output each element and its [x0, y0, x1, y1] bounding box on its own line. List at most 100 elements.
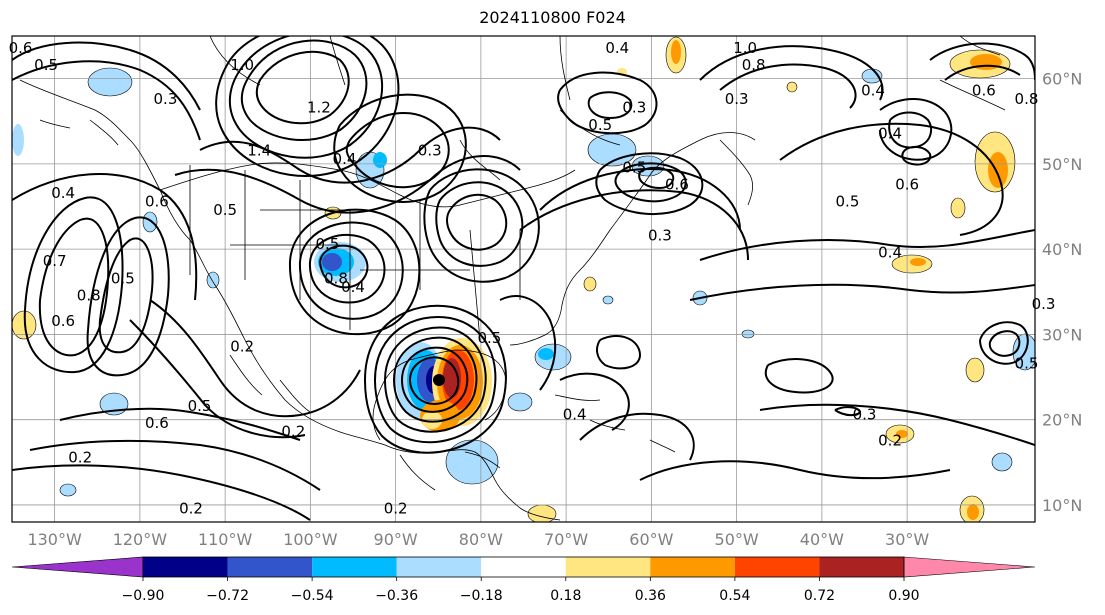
contour-label: 0.3 — [648, 227, 672, 245]
longitude-tick-labels: 130°W 120°W 110°W 100°W 90°W 80°W 70°W 60°W 50°W… — [27, 530, 929, 549]
colorbar-tick-label: 0.18 — [550, 588, 581, 604]
colorbar-segment — [143, 557, 228, 577]
contour-label: 0.5 — [477, 329, 501, 347]
contour-label: 0.2 — [384, 499, 408, 517]
longitude-tick-label: 110°W — [198, 530, 253, 549]
contour-label: 0.8 — [742, 56, 766, 74]
colorbar-segment — [396, 557, 482, 577]
longitude-tick-label: 30°W — [885, 530, 929, 549]
contour-label: 0.4 — [861, 82, 885, 100]
contour-label: 0.3 — [154, 90, 178, 108]
contour-label: 0.5 — [188, 397, 212, 415]
contour-label: 0.5 — [622, 158, 646, 176]
contour-label: 0.8 — [324, 269, 348, 287]
longitude-tick-label: 130°W — [27, 530, 82, 549]
colorbar-segment — [312, 557, 397, 577]
contour-label: 0.4 — [605, 39, 629, 57]
contour-label: 0.5 — [588, 116, 612, 134]
contour-label: 0.5 — [315, 235, 339, 253]
longitude-tick-label: 80°W — [459, 530, 503, 549]
coastlines — [19, 36, 1006, 521]
longitude-tick-label: 120°W — [113, 530, 168, 549]
contour-label: 0.5 — [111, 269, 135, 287]
colorbar-tick-label: 0.36 — [635, 588, 666, 604]
contour-label: 0.6 — [51, 312, 75, 330]
contour-label: 0.6 — [895, 175, 919, 193]
contour-label: 0.3 — [853, 406, 877, 424]
contour-label: 0.3 — [418, 141, 442, 159]
colorbar-segment — [734, 557, 820, 577]
longitude-tick-label: 50°W — [715, 530, 759, 549]
colorbar-tick-label: 0.90 — [888, 588, 919, 604]
contour-label: 0.5 — [1015, 355, 1039, 373]
contour-label: 0.4 — [878, 244, 902, 262]
colorbar-tick-label: −0.36 — [375, 588, 418, 604]
colorbar-tick-label: −0.54 — [291, 588, 334, 604]
colorbar-max-extension — [903, 556, 1036, 578]
latitude-tick-label: 50°N — [1042, 155, 1082, 174]
colorbar-tick-labels: −0.90 −0.72 −0.54 −0.36 −0.18 0.18 0.36 0.54 0.7… — [122, 577, 920, 604]
colorbar — [11, 556, 1036, 578]
longitude-tick-label: 100°W — [283, 530, 338, 549]
contour-label: 0.7 — [43, 252, 67, 270]
colorbar-outline — [142, 556, 905, 578]
contour-label: 0.3 — [622, 99, 646, 117]
gridlines — [12, 36, 1035, 522]
contour-label: 0.8 — [77, 286, 101, 304]
contour-label: 0.4 — [563, 406, 587, 424]
contour-label: 0.6 — [972, 82, 996, 100]
map-frame — [11, 35, 1036, 523]
latitude-tick-label: 40°N — [1042, 240, 1082, 259]
longitude-tick-label: 40°W — [800, 530, 844, 549]
latitude-tick-labels: 60°N 50°N 40°N 30°N 20°N 10°N — [1042, 70, 1082, 515]
longitude-tick-label: 60°W — [629, 530, 673, 549]
colorbar-segment — [227, 557, 313, 577]
map-title: 2024110800 F024 — [479, 8, 626, 27]
contour-label: 0.6 — [145, 414, 169, 432]
contour-label: 0.2 — [68, 448, 92, 466]
contour-label: 1.0 — [230, 56, 254, 74]
contour-label: 0.4 — [51, 184, 75, 202]
contour-label: 0.4 — [333, 150, 357, 168]
contour-label: 1.4 — [247, 141, 271, 159]
latitude-tick-label: 60°N — [1042, 70, 1082, 89]
colorbar-segment — [819, 557, 904, 577]
colorbar-tick-label: 0.54 — [719, 588, 750, 604]
contour-label: 0.4 — [341, 278, 365, 296]
colorbar-segment — [565, 557, 651, 577]
central-us-shading — [314, 242, 366, 282]
contour-label: 0.2 — [179, 499, 203, 517]
contour-label: 0.5 — [836, 193, 860, 211]
longitude-tick-label: 90°W — [374, 530, 418, 549]
colorbar-tick-label: 0.72 — [804, 588, 835, 604]
contour-labels: 0.60.50.31.01.21.4 0.40.50.60.40.70.80.50… — [9, 39, 1056, 517]
contour-label: 0.2 — [878, 431, 902, 449]
longitude-tick-label: 70°W — [544, 530, 588, 549]
contour-label: 0.6 — [9, 39, 33, 57]
colorbar-segment — [650, 557, 735, 577]
latitude-tick-label: 20°N — [1042, 411, 1082, 430]
contour-label: 0.3 — [1032, 295, 1056, 313]
latitude-tick-label: 30°N — [1042, 325, 1082, 344]
shading-layer — [12, 36, 1035, 522]
colorbar-tick-label: −0.18 — [460, 588, 503, 604]
contour-label: 0.2 — [230, 337, 254, 355]
colorbar-segment — [481, 557, 566, 577]
contour-label: 0.2 — [281, 423, 305, 441]
contour-label: 0.3 — [725, 90, 749, 108]
contour-label: 0.4 — [878, 124, 902, 142]
contour-label: 0.6 — [665, 175, 689, 193]
contour-label: 1.0 — [733, 39, 757, 57]
colorbar-tick-label: −0.90 — [122, 588, 165, 604]
contour-label: 0.8 — [1015, 90, 1039, 108]
latitude-tick-label: 10°N — [1042, 496, 1082, 515]
contour-label: 0.5 — [213, 201, 237, 219]
colorbar-tick-label: −0.72 — [206, 588, 249, 604]
contour-label: 0.6 — [145, 193, 169, 211]
contour-lines — [12, 36, 1035, 521]
contour-label: 0.5 — [34, 56, 58, 74]
colorbar-min-extension — [11, 556, 144, 578]
contour-label: 1.2 — [307, 99, 331, 117]
